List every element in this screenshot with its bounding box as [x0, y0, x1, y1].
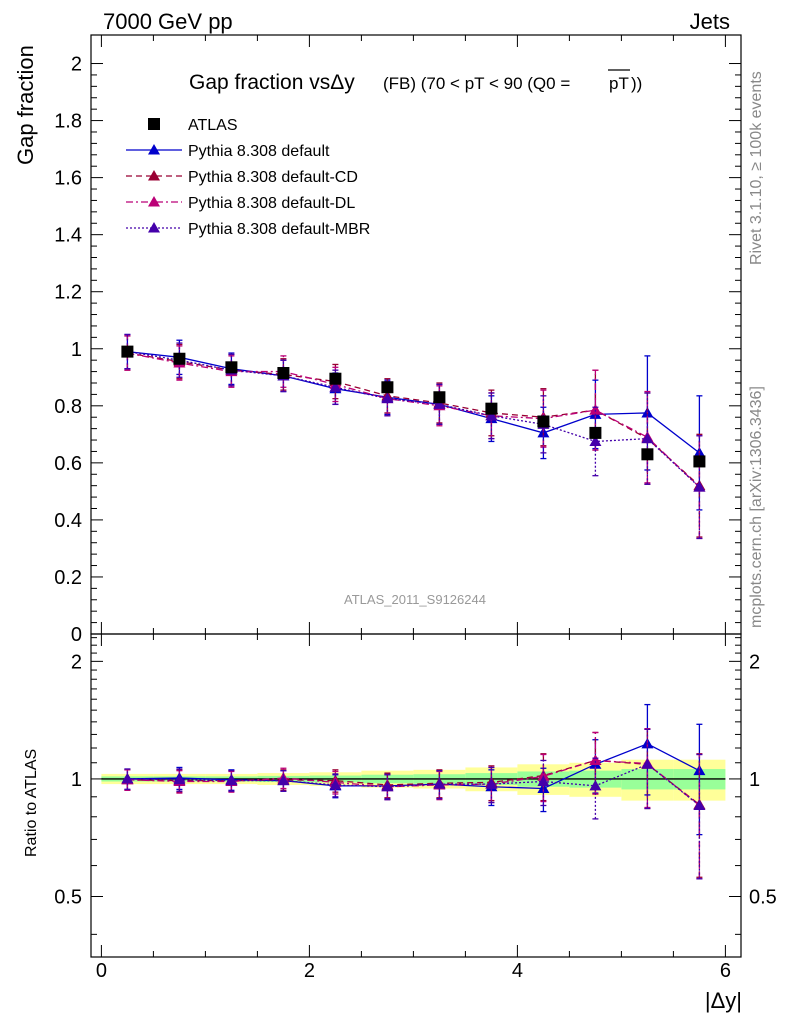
- ratio-triangle-marker: [537, 775, 550, 786]
- main-series: [121, 335, 706, 538]
- ratio-ytick-label-right: 1: [749, 769, 760, 791]
- legend-swatch-triangle: [148, 144, 160, 155]
- x-axis-label: |Δy|: [705, 988, 742, 1013]
- ratio-triangle-marker: [381, 780, 394, 792]
- main-ytick-label: 1.8: [54, 111, 82, 133]
- ratio-triangle-marker: [121, 772, 134, 784]
- title-close: )): [631, 74, 642, 93]
- title-over: pT: [609, 74, 629, 93]
- ratio-triangle-marker: [329, 778, 342, 790]
- legend-entry: Pythia 8.308 default-CD: [126, 169, 358, 186]
- ratio-panel: 0.5 0.5 1 1 2 2 0 2 4 6: [54, 633, 777, 982]
- xtick-label: 6: [720, 960, 731, 982]
- legend-entry: ATLAS: [148, 117, 238, 134]
- atlas-point: [381, 381, 394, 394]
- atlas-point: [121, 345, 134, 358]
- main-ylabel: Gap fraction: [13, 45, 38, 165]
- ratio-ytick-label: 1: [71, 769, 82, 791]
- series-line: [127, 352, 700, 488]
- xtick-label: 0: [96, 960, 107, 982]
- main-ytick-label: 2: [71, 54, 82, 76]
- ratio-ytick-label: 2: [71, 651, 82, 673]
- legend-label: ATLAS: [188, 117, 238, 134]
- legend-swatch-triangle: [148, 222, 160, 233]
- atlas-point: [173, 352, 186, 365]
- main-ytick-label: 0.8: [54, 396, 82, 418]
- header-right: Jets: [690, 9, 730, 34]
- plot-title: Gap fraction vsΔy (FB) (70 < pT < 90 (Q0…: [189, 69, 642, 94]
- ratio-triangle-marker: [277, 774, 290, 786]
- triangle-marker: [693, 481, 706, 492]
- ratio-triangle-marker: [225, 774, 238, 786]
- main-ytick-label: 0.6: [54, 453, 82, 475]
- series-line: [127, 350, 700, 488]
- triangle-marker: [589, 435, 602, 446]
- ratio-triangle-marker: [641, 758, 654, 769]
- atlas-point: [641, 448, 654, 461]
- rivet-label: Rivet 3.1.10, ≥ 100k events: [748, 71, 765, 265]
- ratio-ytick-label-right: 2: [749, 651, 760, 673]
- uncertainty-bands: [101, 759, 726, 801]
- ratio-series: [121, 728, 706, 880]
- ratio-ylabel: Ratio to ATLAS: [23, 749, 40, 857]
- main-series: [121, 345, 706, 468]
- main-series: [121, 333, 706, 540]
- main-ytick-label: 1.6: [54, 168, 82, 190]
- main-ytick-label: 0.2: [54, 567, 82, 589]
- legend: ATLAS Pythia 8.308 default Pythia 8.308 de…: [126, 117, 370, 238]
- ratio-triangle-marker: [485, 778, 498, 789]
- legend-label: Pythia 8.308 default-MBR: [188, 221, 370, 238]
- triangle-marker: [589, 404, 602, 415]
- header-left: 7000 GeV pp: [103, 9, 233, 34]
- ratio-ytick-label: 0.5: [54, 887, 82, 909]
- ratio-line: [127, 763, 700, 807]
- legend-swatch-triangle: [148, 196, 160, 207]
- ratio-triangle-marker: [589, 779, 602, 791]
- ratio-series: [121, 728, 706, 880]
- legend-entry: Pythia 8.308 default-DL: [126, 195, 355, 212]
- title-main: Gap fraction vsΔy: [189, 71, 355, 94]
- main-ytick-label: 1.2: [54, 282, 82, 304]
- ratio-line: [127, 759, 700, 807]
- legend-entry: Pythia 8.308 default-MBR: [126, 221, 370, 238]
- ratio-triangle-marker: [693, 799, 706, 810]
- legend-label: Pythia 8.308 default-DL: [188, 195, 355, 212]
- atlas-point: [225, 361, 238, 374]
- atlas-point: [433, 391, 446, 404]
- xtick-label: 4: [512, 960, 523, 982]
- mcplots-label: mcplots.cern.ch [arXiv:1306.3436]: [748, 386, 765, 628]
- atlas-point: [693, 455, 706, 468]
- triangle-marker: [381, 392, 394, 404]
- main-ytick-label: 0: [71, 624, 82, 646]
- legend-swatch-square: [148, 118, 160, 130]
- title-sub: (FB) (70 < pT < 90 (Q0 =: [383, 74, 570, 93]
- main-ytick-label: 1.4: [54, 225, 82, 247]
- ratio-ytick-label-right: 0.5: [749, 887, 777, 909]
- ratio-frame: [90, 633, 742, 958]
- ratio-line: [127, 759, 700, 806]
- atlas-point: [589, 426, 602, 439]
- main-panel: 0 0.2 0.4 0.6 0.8 1 1.2 1.4 1.6 1.8 2: [54, 34, 742, 646]
- triangle-marker: [329, 381, 342, 392]
- triangle-marker: [641, 432, 654, 444]
- ratio-triangle-marker: [589, 754, 602, 765]
- atlas-point: [277, 367, 290, 380]
- legend-label: Pythia 8.308 default: [188, 143, 330, 160]
- ratio-triangle-marker: [173, 773, 186, 785]
- atlas-point: [329, 372, 342, 385]
- triangle-marker: [433, 398, 446, 409]
- atlas-point: [485, 402, 498, 415]
- ratio-triangle-marker: [433, 778, 446, 789]
- atlas-point: [537, 415, 550, 428]
- legend-label: Pythia 8.308 default-CD: [188, 169, 358, 186]
- main-ytick-label: 1: [71, 339, 82, 361]
- triangle-marker: [485, 409, 498, 421]
- analysis-watermark: ATLAS_2011_S9126244: [344, 592, 486, 607]
- xtick-label: 2: [304, 960, 315, 982]
- ratio-series: [121, 728, 706, 878]
- legend-entry: Pythia 8.308 default: [126, 143, 330, 160]
- legend-swatch-triangle: [148, 170, 160, 181]
- main-ytick-label: 0.4: [54, 510, 82, 532]
